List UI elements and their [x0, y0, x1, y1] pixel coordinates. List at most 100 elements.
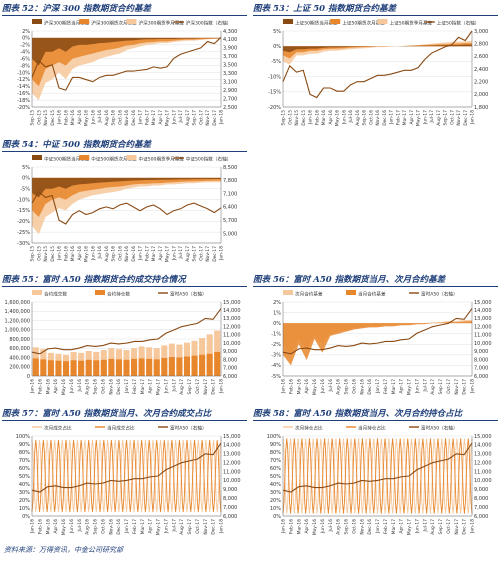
x-tick-label: Jul-17: [429, 110, 435, 124]
bar: [168, 357, 175, 376]
x-tick-label: Jan-18: [219, 519, 225, 534]
x-tick-label: Sep-16: [93, 519, 99, 535]
series-line: [31, 439, 222, 513]
legend-swatch: [126, 19, 137, 24]
x-tick-label: Dec-17: [211, 379, 217, 395]
chart-canvas: 上证50期货当月基差 上证50期货次月基差 上证50期货季月基差 上证50指数（右轴）…: [268, 19, 488, 126]
x-tick-label: Nov-15: [43, 110, 49, 126]
legend-label: 中证500期货次月基差: [91, 156, 137, 163]
x-tick-label: Oct-17: [198, 110, 204, 125]
y-tick-label-left: 0%: [22, 36, 30, 42]
bar: [214, 351, 221, 376]
chart-canvas: 次月持仓占比 当月持仓占比 富时A50（右轴） 100% 90% 80% 70% 60% 50%…: [267, 425, 492, 536]
y-tick-label-right: 6,400: [223, 205, 237, 211]
series-line: [31, 308, 222, 355]
x-tick-label: Dec-16: [367, 379, 373, 395]
x-tick-label: Nov-15: [43, 246, 49, 262]
legend-swatch: [32, 290, 42, 295]
x-tick-label: Jan-17: [124, 379, 130, 394]
legend-swatch: [95, 290, 105, 295]
x-tick-label: Dec-15: [301, 110, 307, 126]
y-tick-label-left: 60%: [270, 466, 281, 472]
y-tick-label-left: -8%: [20, 63, 30, 69]
x-tick-label: Nov-17: [454, 519, 460, 535]
x-tick-label: Aug-17: [179, 379, 185, 395]
y-tick-label-right: 6,000: [474, 374, 488, 380]
x-tick-label: Nov-16: [124, 110, 130, 126]
series-area: [283, 321, 472, 366]
x-tick-label: Jan-18: [470, 110, 476, 125]
bar: [153, 359, 160, 376]
x-tick-label: Jan-18: [219, 379, 225, 394]
x-tick-label: May-16: [84, 246, 90, 262]
x-tick-label: Mar-16: [70, 246, 76, 261]
x-tick-label: Dec-16: [367, 519, 373, 535]
x-tick-label: May-17: [165, 110, 171, 126]
x-tick-label: Dec-16: [116, 379, 122, 395]
bar: [176, 357, 183, 376]
title-divider: [253, 420, 498, 421]
x-tick-label: Jun-16: [320, 519, 326, 534]
y-tick-label-left: 0%: [22, 176, 30, 182]
y-tick-label-left: 100%: [16, 434, 31, 440]
x-tick-label: Jul-16: [328, 519, 334, 533]
series-area: [32, 177, 221, 198]
x-tick-label: Jan-17: [138, 110, 144, 125]
x-tick-label: Mar-17: [151, 110, 157, 125]
x-tick-label: Jul-17: [171, 519, 177, 533]
y-tick-label-right: 9,000: [223, 487, 237, 493]
legend-swatch: [283, 290, 293, 295]
y-tick-label-left: 50%: [270, 474, 281, 480]
x-tick-label: Jun-17: [414, 379, 420, 394]
legend: 中证500期货当月基差 中证500期货次月基差 中证500期货季月基差 中证500指数…: [32, 155, 231, 163]
y-tick-label-right: 6,000: [223, 374, 237, 380]
x-tick-label: May-16: [84, 110, 90, 126]
chart-title: 图表 56：富时 A50 指数期货当月、次月合约基差: [253, 275, 446, 285]
x-tick-label: Dec-16: [116, 519, 122, 535]
chart-canvas: 合约成交数 合约持仓数 富时A50（右轴） 1,600,000 1,400,000 1,2…: [5, 290, 241, 395]
y-tick-label-right: 12,000: [474, 324, 492, 330]
y-tick-label-left: -16%: [17, 91, 30, 97]
x-tick-label: Jul-17: [422, 519, 428, 533]
y-tick-label-left: 0%: [273, 514, 281, 520]
y-tick-label-left: 5%: [22, 165, 30, 171]
x-tick-label: Aug-17: [436, 110, 442, 126]
y-tick-label-right: 3,300: [223, 71, 237, 77]
chart-panel-sz50-basis: 图表 53：上证 50 指数期货合约基差 上证50期货当月基差 上证50期货次月基…: [253, 3, 498, 133]
y-tick-label-right: 3,000: [474, 29, 488, 35]
chart-canvas: 沪深300期货当月基差 沪深300期货次月基差 沪深300期货季月基差 沪深300指数…: [17, 19, 237, 126]
y-tick-label-right: 14,000: [223, 443, 241, 449]
y-tick-label-left: 80%: [270, 450, 281, 456]
x-tick-label: Apr-16: [53, 379, 59, 394]
x-tick-label: Feb-16: [288, 379, 294, 394]
y-tick-label-right: 8,500: [223, 165, 237, 171]
x-tick-label: Oct-17: [449, 110, 455, 125]
x-tick-label: Sep-15: [30, 110, 36, 126]
y-tick-label-left: -1%: [271, 332, 281, 338]
x-tick-label: Jul-16: [97, 246, 103, 260]
legend: 上证50期货当月基差 上证50期货次月基差 上证50期货季月基差 上证50指数（右轴）: [283, 19, 479, 27]
y-tick-label-right: 2,600: [474, 54, 488, 60]
x-tick-label: Jan-16: [281, 519, 287, 534]
x-tick-label: Aug-16: [104, 246, 110, 262]
y-tick-label-right: 3,900: [223, 46, 237, 52]
legend-label: 中证500期货当月基差: [44, 156, 90, 163]
x-tick-label: Sep-16: [344, 519, 350, 535]
x-tick-label: Jul-16: [348, 110, 354, 124]
bar: [123, 359, 130, 376]
series-line: [31, 442, 222, 493]
chart-panel-hs300-basis: 图表 52：沪深 300 指数期货合约基差 沪深300期货当月基差 沪深300期货…: [2, 3, 247, 133]
x-tick-label: Jan-18: [470, 379, 476, 394]
y-tick-label-right: 11,000: [223, 469, 241, 475]
x-tick-label: Aug-16: [336, 519, 342, 535]
chart-title: 图表 53：上证 50 指数期货合约基差: [253, 4, 397, 14]
x-tick-label: Oct-16: [117, 246, 123, 261]
x-tick-label: Jun-17: [422, 110, 428, 125]
y-tick-label-right: 9,000: [474, 487, 488, 493]
x-tick-label: Jun-17: [171, 110, 177, 125]
x-tick-label: Dec-17: [212, 110, 218, 126]
y-tick-label-left: 600,000: [9, 346, 30, 352]
y-tick-label-right: 3,700: [223, 54, 237, 60]
x-tick-label: May-16: [312, 379, 318, 395]
x-tick-label: Feb-16: [37, 379, 43, 394]
